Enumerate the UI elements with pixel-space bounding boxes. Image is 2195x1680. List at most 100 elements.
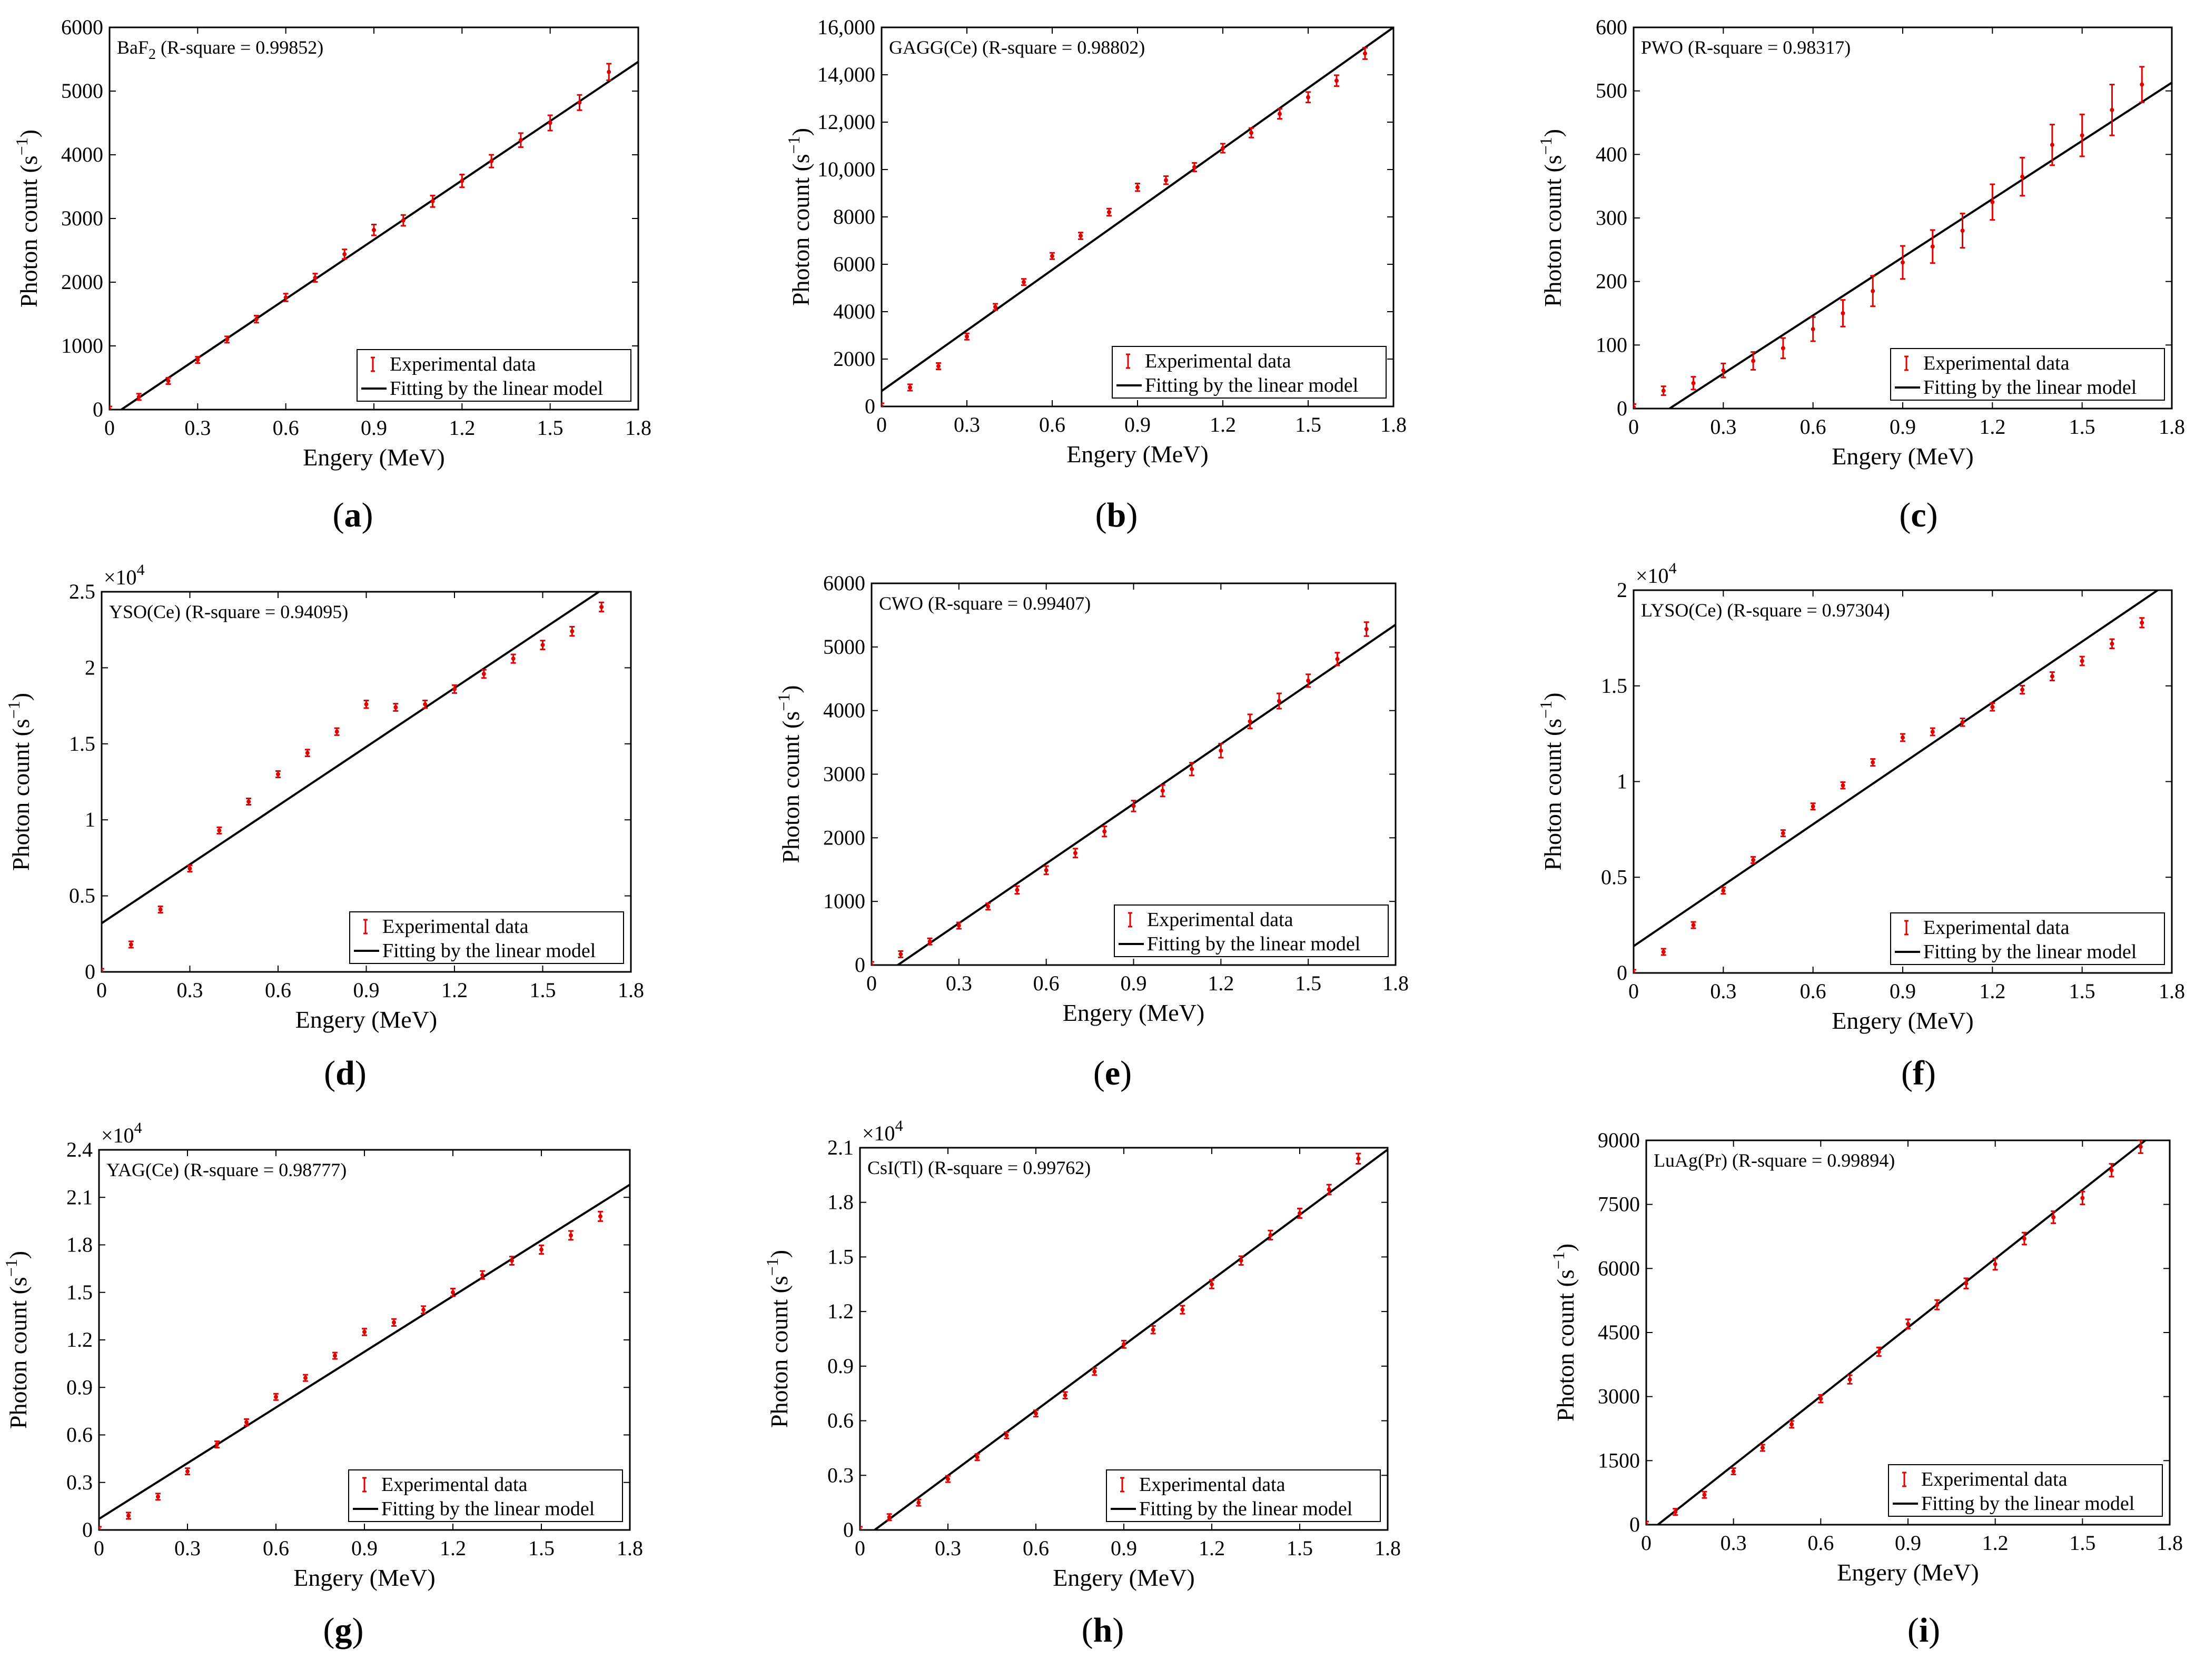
x-tick-label: 0.3: [946, 971, 972, 995]
y-tick-label: 4500: [1598, 1320, 1640, 1344]
y-tick-label: 0: [82, 1518, 93, 1542]
data-point: [860, 1526, 863, 1530]
y-tick-label: 3000: [1598, 1385, 1640, 1408]
y-tick-label: 1.5: [1601, 674, 1627, 698]
y-tick-label: 1: [85, 808, 95, 831]
x-axis-label: Engery (MeV): [1832, 443, 1974, 470]
legend-label-data: Experimental data: [382, 916, 529, 938]
y-axis-label: Photon count (s−1): [4, 693, 34, 871]
y-tick-label: 0.5: [1601, 865, 1627, 889]
x-axis-label: Engery (MeV): [293, 1564, 436, 1591]
r-square-annotation: GAGG(Ce) (R-square = 0.98802): [889, 37, 1145, 58]
y-tick-label: 8000: [833, 205, 875, 228]
data-point: [1277, 108, 1282, 120]
data-point: [363, 699, 369, 709]
x-tick-label: 0.9: [1895, 1531, 1921, 1555]
legend-label-fit: Fitting by the linear model: [1923, 376, 2137, 399]
y-tick-label: 1.2: [827, 1299, 854, 1323]
data-point: [1033, 1409, 1039, 1418]
y-tick-label: 1.5: [66, 1280, 93, 1304]
data-point: [110, 405, 112, 410]
y-tick-label: 4000: [823, 699, 865, 722]
linear-fit-line: [897, 623, 1396, 965]
x-tick-label: 0.6: [273, 416, 299, 440]
x-tick-label: 0: [1628, 415, 1639, 439]
chart-panel-e: 0 0.3 0.6 0.9 1.2 1.5 1.8 0 1000 2000 3000 4000 5000…: [774, 571, 1409, 1092]
y-axis-label: Photon count (s−1): [2, 1251, 32, 1429]
data-point: [547, 114, 553, 132]
x-tick-label: 1.2: [449, 416, 475, 440]
legend-errorbar-marker: [362, 1477, 367, 1493]
y-tick-label: 0.3: [827, 1463, 854, 1487]
data-point: [2109, 638, 2115, 650]
data-point: [1247, 713, 1253, 729]
y-axis-label: Photon count (s−1): [1549, 1244, 1579, 1421]
y-tick-label: 6000: [1598, 1256, 1640, 1280]
data-point: [1751, 856, 1756, 864]
y-tick-label: 0.6: [66, 1423, 93, 1447]
data-point: [1789, 1420, 1795, 1429]
chart-panel-d: 0 0.3 0.6 0.9 1.2 1.5 1.8 0 0.5 1 1.5 2 2.5 ×104 Enger…: [4, 561, 644, 1092]
data-point: [393, 703, 399, 712]
data-point: [1646, 1520, 1649, 1525]
data-point: [606, 63, 612, 81]
x-axis-label: Engery (MeV): [295, 1006, 438, 1033]
y-axis-label: Photon count (s−1): [1536, 129, 1566, 307]
data-point: [956, 921, 962, 930]
data-point: [1960, 213, 1965, 249]
data-point: [1276, 692, 1282, 710]
data-point: [898, 950, 904, 958]
data-point: [1220, 143, 1225, 154]
data-point: [927, 937, 933, 946]
y-tick-label: 1.8: [827, 1190, 854, 1214]
x-tick-label: 0.9: [351, 1536, 378, 1560]
data-point: [1930, 229, 1935, 264]
y-tick-label: 12,000: [817, 110, 875, 134]
x-tick-label: 1.8: [618, 978, 644, 1002]
y-tick-label: 0: [1617, 396, 1627, 420]
legend-label-data: Experimental data: [1923, 917, 2070, 939]
x-tick-label: 0: [866, 971, 877, 995]
data-point: [1363, 621, 1369, 637]
legend-label-fit: Fitting by the linear model: [382, 940, 596, 962]
x-tick-label: 1.8: [1375, 1536, 1401, 1560]
legend-errorbar-marker: [1904, 920, 1909, 936]
linear-fit-line: [102, 592, 601, 925]
y-tick-label: 2.5: [69, 580, 95, 603]
x-tick-label: 1.2: [1210, 413, 1236, 436]
panel-letter: (e): [1093, 1054, 1132, 1092]
y-tick-label: 300: [1596, 206, 1627, 230]
y-tick-label: 500: [1596, 79, 1627, 103]
data-point: [1238, 1255, 1244, 1266]
y-tick-label: 1000: [823, 889, 865, 913]
legend: Experimental data Fitting by the linear m…: [1888, 1464, 2163, 1517]
x-tick-label: 1.2: [1982, 1531, 2009, 1555]
data-point: [99, 1526, 102, 1530]
legend-label-fit: Fitting by the linear model: [1147, 933, 1360, 955]
data-point: [1249, 127, 1254, 138]
y-tick-label: 2.4: [66, 1138, 93, 1161]
data-point: [2080, 1190, 2085, 1206]
data-point: [509, 1256, 515, 1266]
r-square-annotation: PWO (R-square = 0.98317): [1641, 37, 1851, 58]
legend-label-data: Experimental data: [390, 353, 536, 375]
legend-errorbar-marker: [1128, 912, 1132, 928]
data-point: [1963, 1277, 1969, 1289]
data-point: [964, 332, 970, 341]
data-point: [421, 1305, 426, 1315]
data-point: [362, 1328, 367, 1336]
y-tick-label: 0: [1617, 961, 1627, 985]
x-tick-label: 0.6: [1800, 979, 1826, 1003]
data-point: [1135, 183, 1140, 192]
data-point: [1106, 207, 1112, 217]
data-point: [1840, 299, 1846, 327]
x-tick-label: 1.2: [1208, 971, 1234, 995]
linear-fit-line: [882, 27, 1393, 392]
panel-letter: (d): [324, 1054, 367, 1092]
data-point: [371, 223, 377, 236]
x-tick-label: 0.6: [265, 978, 291, 1002]
data-point: [886, 1513, 892, 1522]
legend-label-data: Experimental data: [1147, 909, 1293, 931]
chart-panel-g: 0 0.3 0.6 0.9 1.2 1.5 1.8 0 0.3 0.6 0.9 1.2 1.5 1.8 2.…: [2, 1119, 643, 1649]
linear-fit-line: [1657, 1140, 2147, 1525]
